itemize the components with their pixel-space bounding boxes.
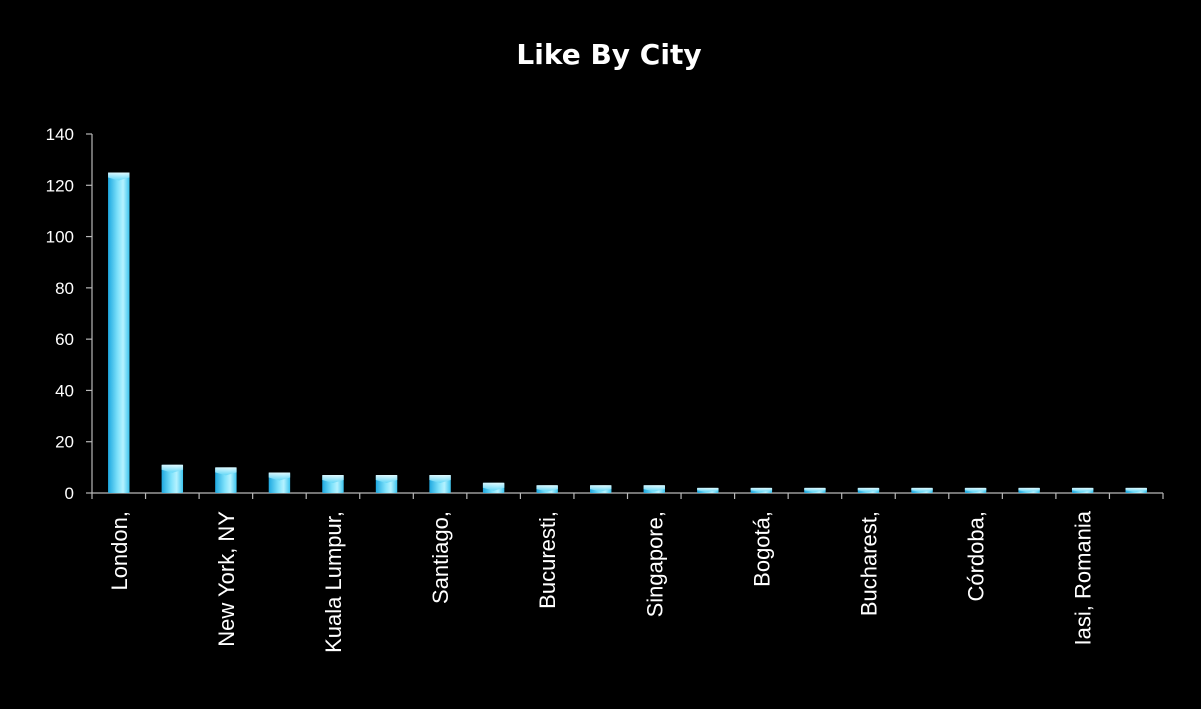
category-label: New York, NY [214, 511, 239, 647]
category-label: Bucuresti, [535, 511, 560, 609]
bar [590, 485, 612, 493]
bar [697, 487, 719, 493]
category-label: Bucharest, [856, 511, 881, 616]
category-label: London, [107, 511, 132, 591]
bar [161, 464, 184, 493]
bar [750, 487, 773, 493]
category-label: Bogotá, [749, 511, 774, 587]
y-axis: 0 20 40 60 80 100 120 140 [46, 125, 93, 503]
chart-title: Like By City [516, 38, 701, 71]
bar [804, 487, 826, 493]
bar [482, 482, 505, 493]
bar [911, 487, 933, 493]
category-label: Singapore, [642, 511, 667, 617]
category-label: Kuala Lumpur, [321, 511, 346, 653]
bar [215, 467, 237, 493]
bar [536, 485, 558, 493]
bar [268, 472, 291, 493]
bar-series [108, 172, 1147, 493]
y-tick-label: 100 [46, 228, 74, 247]
category-label: Iasi, Romania [1071, 510, 1096, 645]
bar [322, 475, 344, 493]
y-tick-label: 60 [55, 330, 74, 349]
bar [429, 475, 451, 493]
bar [375, 475, 398, 493]
y-tick-label: 120 [46, 176, 74, 195]
category-labels: London, New York, NY Kuala Lumpur, Santiago… [107, 510, 1096, 653]
bar [964, 487, 987, 493]
bar [1018, 487, 1040, 493]
y-tick-label: 80 [55, 279, 74, 298]
y-tick-label: 140 [46, 125, 74, 144]
x-axis [91, 492, 1164, 499]
y-tick-label: 20 [55, 433, 74, 452]
y-tick-label: 40 [55, 381, 74, 400]
category-label: Santiago, [428, 511, 453, 604]
category-label: Córdoba, [964, 511, 989, 602]
bar [857, 487, 880, 493]
bar [108, 172, 130, 493]
bar [1071, 487, 1094, 493]
bar [1125, 487, 1147, 493]
bar [643, 485, 665, 493]
y-tick-label: 0 [65, 484, 74, 503]
